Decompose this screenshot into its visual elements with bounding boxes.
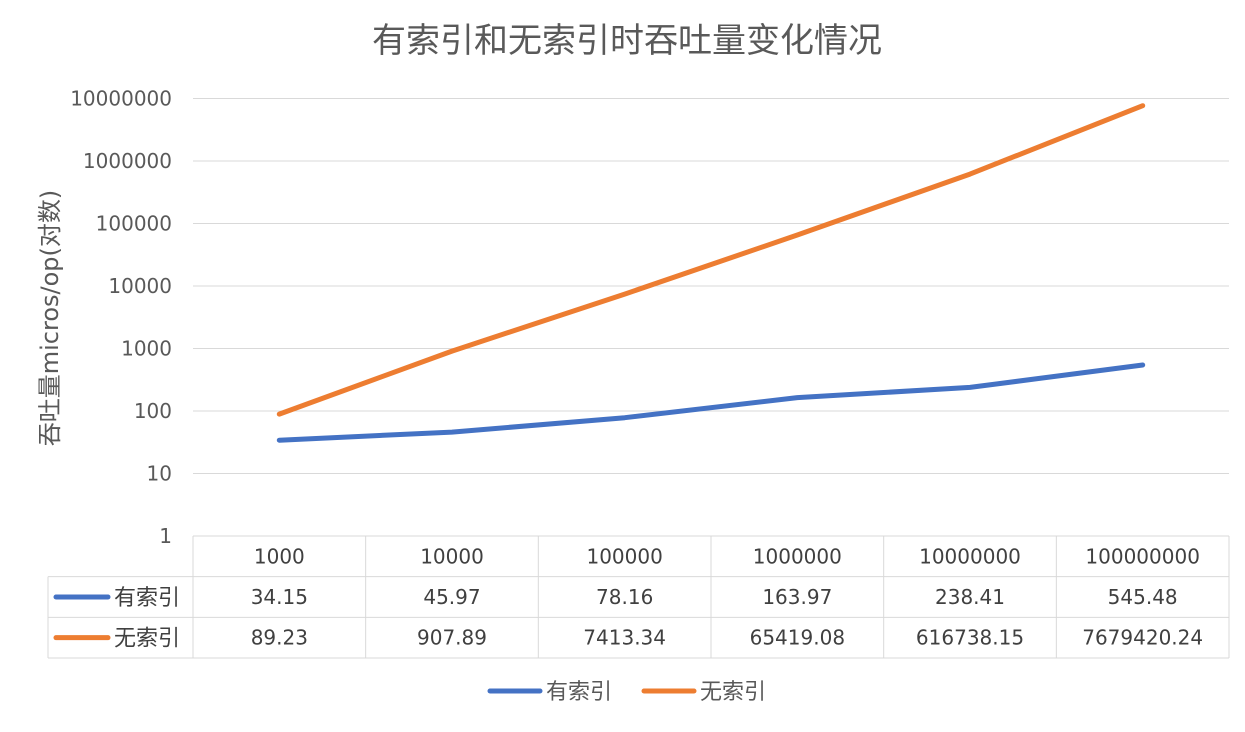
x-category-label: 1000000: [753, 544, 842, 568]
table-cell-value: 89.23: [251, 626, 308, 650]
series-lines: [276, 103, 1146, 443]
y-tick-label: 1000000: [83, 149, 172, 173]
x-category-label: 10000000: [919, 544, 1021, 568]
y-tick-label: 10000000: [70, 87, 172, 111]
y-tick-labels: 1 10 100 1000 10000 100000 1000000 10000000: [70, 87, 172, 549]
table-series-name: 无索引: [114, 627, 180, 652]
table-cell-value: 545.48: [1108, 585, 1178, 609]
y-tick-label: 100: [134, 399, 172, 423]
table-cell-value: 34.15: [251, 585, 308, 609]
y-tick-label: 1000: [121, 337, 172, 361]
legend-label: 无索引: [700, 680, 766, 705]
table-cell-value: 65419.08: [750, 626, 845, 650]
chart-title: 有索引和无索引时吞吐量变化情况: [372, 21, 882, 61]
series-line: [276, 362, 1146, 443]
legend-label: 有索引: [546, 680, 612, 705]
y-tick-label: 10000: [108, 274, 172, 298]
table-cell-value: 45.97: [423, 585, 480, 609]
table-cell-value: 616738.15: [916, 626, 1024, 650]
table-cell-value: 7413.34: [583, 626, 666, 650]
x-category-label: 10000: [420, 544, 484, 568]
grid-lines: [193, 98, 1229, 474]
table-series-name: 有索引: [114, 586, 180, 611]
legend: 有索引 无索引: [487, 680, 766, 705]
y-tick-label: 1: [159, 524, 172, 548]
table-cell-value: 907.89: [417, 626, 487, 650]
y-tick-label: 100000: [96, 212, 172, 236]
x-category-label: 100000000: [1085, 544, 1200, 568]
table-cell-value: 163.97: [762, 585, 832, 609]
data-table: 1000 10000 100000 1000000 10000000 100000000 有…: [47, 535, 1230, 659]
x-category-label: 1000: [254, 544, 305, 568]
table-cell-value: 7679420.24: [1082, 626, 1203, 650]
table-cell-value: 78.16: [596, 585, 653, 609]
x-category-label: 100000: [586, 544, 662, 568]
y-axis-label: 吞吐量micros/op(对数): [36, 190, 64, 447]
y-tick-label: 10: [147, 462, 172, 486]
series-line: [276, 103, 1146, 417]
table-cell-value: 238.41: [935, 585, 1005, 609]
